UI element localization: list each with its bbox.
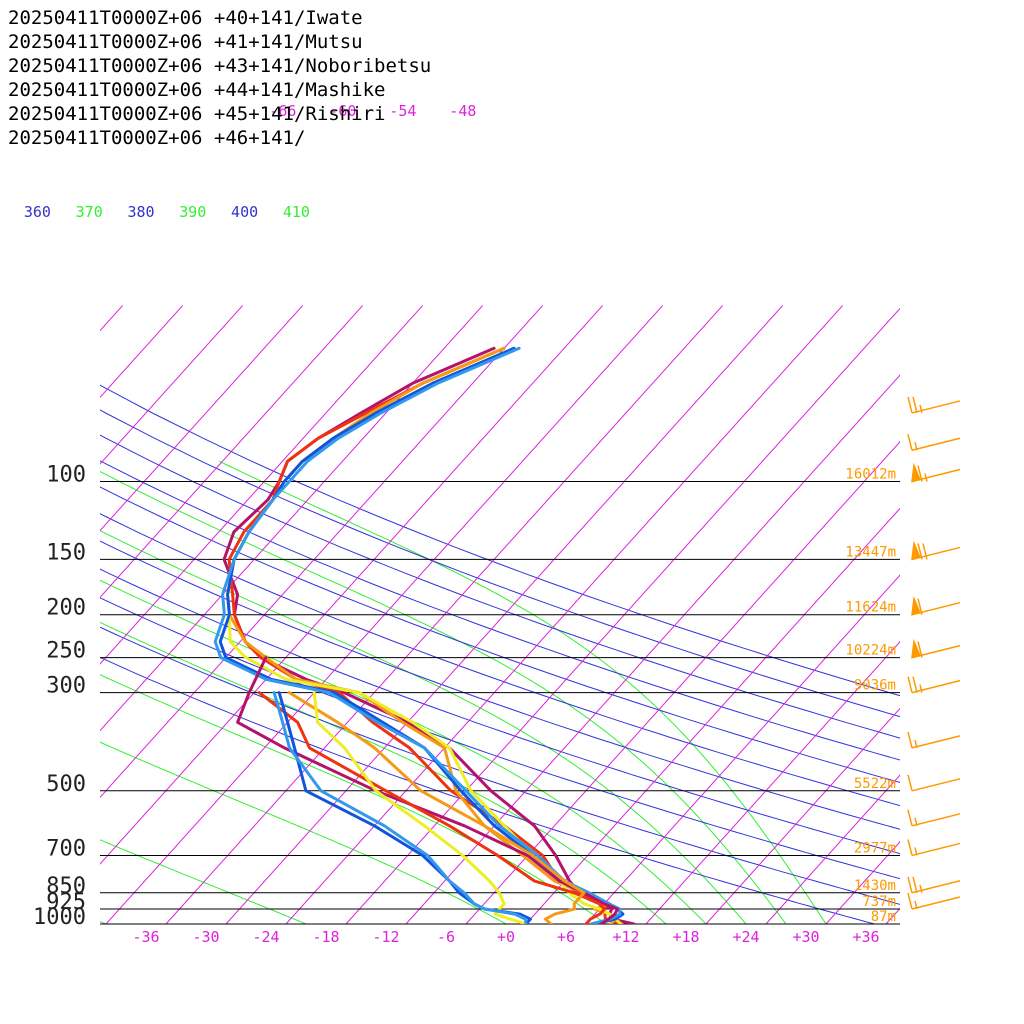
legend-entry-mutsu: 20250411T0000Z+06 +41+141/Mutsu (8, 31, 363, 53)
height-label: 16012m (845, 467, 896, 483)
profile-line (218, 346, 625, 924)
profile-line (257, 691, 606, 924)
profile-line (226, 346, 617, 924)
dry-adiabat-line (100, 434, 900, 739)
dry-adiabat-line (100, 540, 900, 830)
dry-adiabat-line (100, 513, 900, 807)
height-label: 2977m (854, 840, 896, 856)
wind-barb (907, 892, 961, 910)
theta-label: 360 (24, 203, 51, 221)
theta-label: 370 (76, 203, 103, 221)
wind-barbs (907, 396, 961, 910)
pressure-tick-label: 100 (46, 463, 86, 488)
theta-label: 400 (231, 203, 258, 221)
temperature-tick-label: +18 (672, 928, 699, 946)
temperature-tick-label: -30 (192, 928, 219, 946)
height-label: 11624m (845, 600, 896, 616)
temperature-tick-label: +0 (497, 928, 515, 946)
legend-entry-noboribetsu: 20250411T0000Z+06 +43+141/Noboribetsu (8, 55, 431, 77)
profile-line (236, 656, 619, 924)
profile-line (312, 691, 528, 924)
dry-adiabat-line (100, 409, 900, 718)
dry-adiabats (100, 384, 900, 924)
temperature-tick-label: -36 (132, 928, 159, 946)
isotherm-line (100, 305, 304, 532)
temperature-tick-label: +6 (557, 928, 575, 946)
wind-barb (911, 462, 961, 483)
dry-adiabat-line (100, 656, 875, 924)
dry-adiabat-line (100, 486, 900, 783)
pressure-tick-label: 250 (46, 639, 86, 664)
pressure-tick-label: 300 (46, 674, 86, 699)
pressure-tick-label: 200 (46, 596, 86, 621)
height-label: 87m (871, 909, 896, 925)
height-label: 5522m (854, 776, 896, 792)
profile-line (287, 691, 586, 924)
legend-entry-46-141: 20250411T0000Z+06 +46+141/ (8, 127, 305, 149)
pressure-tick-label: 150 (46, 540, 86, 565)
pressure-tick-label: 850 (46, 874, 86, 899)
theta-label: 410 (283, 203, 310, 221)
temperature-tick-label: +36 (852, 928, 879, 946)
isotherm-label: -54 (389, 102, 416, 120)
temperature-tick-label: -24 (252, 928, 279, 946)
wind-barb (907, 839, 961, 857)
wind-barb (907, 676, 961, 694)
wind-barb (911, 540, 961, 561)
theta-label: 390 (179, 203, 206, 221)
wind-barb (911, 638, 961, 659)
isotherm-line (705, 707, 900, 924)
height-label: 737m (862, 894, 896, 910)
wind-barb (907, 876, 961, 894)
isotherm-line (0, 305, 3, 924)
isotherm-label: -66 (269, 102, 296, 120)
height-label: 1430m (854, 878, 896, 894)
wind-barb (907, 731, 961, 749)
isotherm-line (100, 305, 244, 465)
height-label: 13447m (845, 544, 896, 560)
temperature-tick-label: +24 (732, 928, 759, 946)
height-label: 9036m (854, 678, 896, 694)
profile-line (272, 691, 528, 924)
temperature-tick-label: -12 (372, 928, 399, 946)
temperature-tick-label: +30 (792, 928, 819, 946)
wind-barb (907, 774, 961, 792)
pressure-tick-label: 925 (46, 890, 86, 915)
isotherm-label: -48 (449, 102, 476, 120)
legend-entry-rishiri: 20250411T0000Z+06 +45+141/Rishiri (8, 103, 386, 125)
theta-label: 380 (127, 203, 154, 221)
isotherm-label: -60 (329, 102, 356, 120)
isotherm-line (946, 305, 1024, 924)
wind-barb (907, 809, 961, 827)
pressure-tick-label: 1000 (33, 905, 86, 930)
legend-entry-iwate: 20250411T0000Z+06 +40+141/Iwate (8, 7, 363, 29)
height-label: 10224m (845, 643, 896, 659)
dry-adiabat-line (100, 597, 900, 880)
isotherm-line (765, 774, 900, 924)
temperature-tick-label: -6 (437, 928, 455, 946)
dry-adiabat-line (100, 626, 900, 905)
temperature-tick-label: -18 (312, 928, 339, 946)
isotherm-line (100, 305, 364, 599)
wind-barb (911, 595, 961, 616)
profile-line (222, 346, 636, 924)
wind-barb (907, 396, 961, 414)
isotherm-line (1006, 305, 1024, 924)
isotherm-line (885, 907, 900, 924)
dry-adiabat-line (100, 384, 900, 697)
wind-barb (907, 434, 961, 451)
pressure-tick-label: 500 (46, 772, 86, 797)
profile-line (213, 346, 622, 924)
dry-adiabat-line (100, 568, 900, 855)
dry-adiabat-line (100, 460, 900, 761)
legend-entry-mashike: 20250411T0000Z+06 +44+141/Mashike (8, 79, 386, 101)
pressure-tick-label: 700 (46, 836, 86, 861)
legend: 20250411T0000Z+06 +40+141/Iwate 20250411… (8, 7, 431, 149)
temperature-tick-label: +12 (612, 928, 639, 946)
isotherm-line (645, 641, 900, 924)
temperature-profiles (213, 346, 636, 924)
